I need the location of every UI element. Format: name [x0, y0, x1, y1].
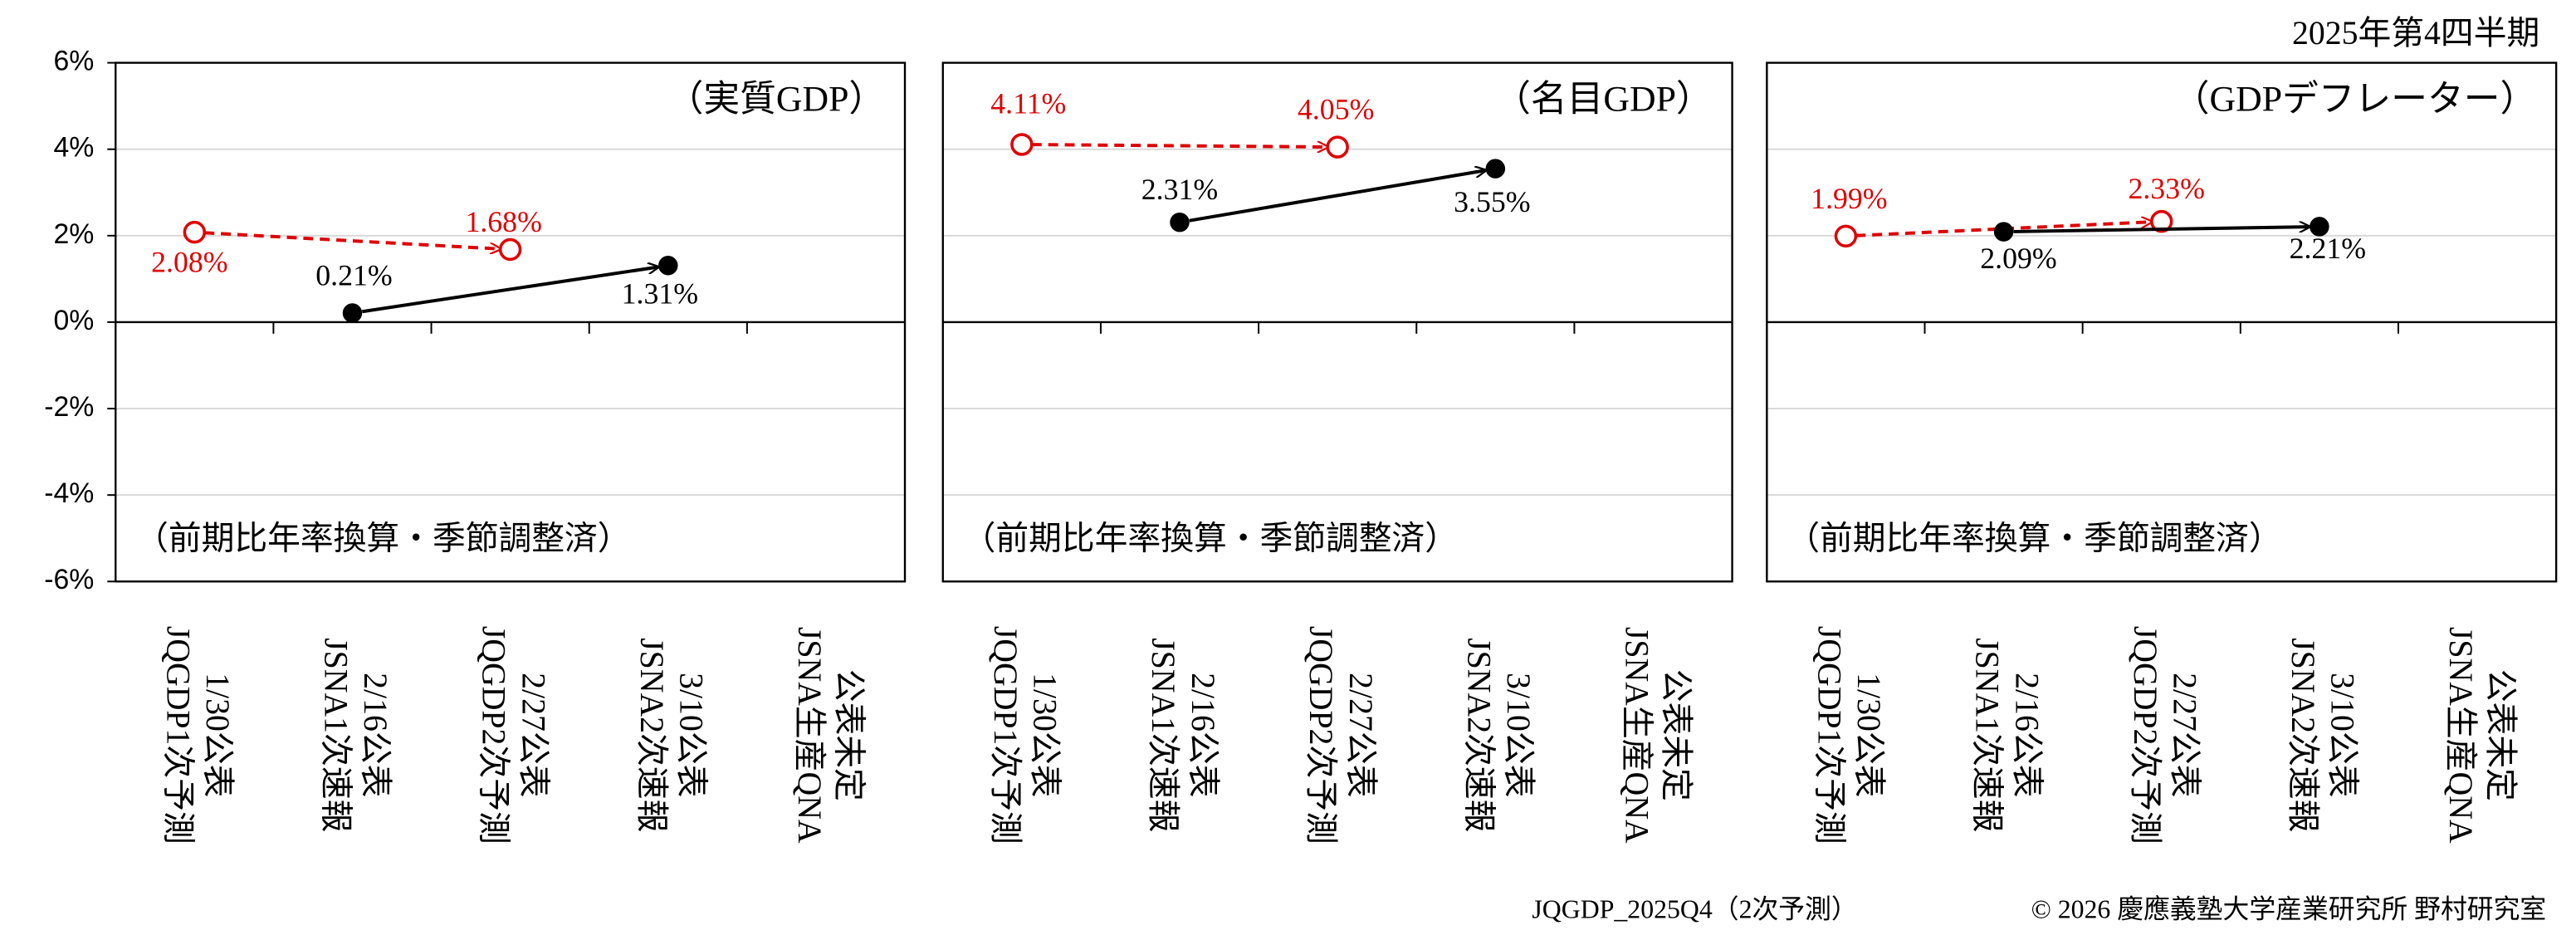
data-label: 1.99%	[1811, 182, 1887, 215]
x-tick-label: 2/16公表	[1185, 673, 1221, 797]
series-line	[361, 267, 658, 314]
y-tick-label: -2%	[44, 391, 94, 423]
data-point	[658, 256, 678, 276]
data-point	[342, 303, 363, 323]
data-label: 2.33%	[2128, 172, 2204, 205]
x-tick-label: 1/30公表	[1850, 673, 1887, 797]
data-label: 2.31%	[1141, 173, 1218, 206]
data-label: 1.31%	[622, 277, 698, 311]
panel-title: （名目GDP）	[1494, 79, 1713, 119]
panel-title: （GDPデフレーター）	[2173, 79, 2536, 119]
x-tick-label: JQGDP1次予測	[159, 626, 196, 844]
x-tick-label: 公表未定	[2482, 669, 2519, 801]
x-tick-label: JSNA生産QNA	[2442, 627, 2479, 844]
data-point	[1170, 212, 1190, 233]
y-tick-label: 6%	[54, 46, 95, 77]
x-tick-label: 公表未定	[1658, 669, 1694, 801]
x-tick-label: JQGDP2次予測	[1303, 626, 1339, 844]
x-tick-label: JQGDP2次予測	[2127, 626, 2163, 844]
data-label: 1.68%	[465, 205, 541, 238]
x-tick-label: JSNA2次速報	[1460, 638, 1497, 832]
y-tick-label: 0%	[54, 305, 95, 336]
y-tick-label: 2%	[54, 218, 95, 250]
x-tick-label: JSNA2次速報	[2285, 638, 2321, 832]
x-tick-label: 2/27公表	[515, 673, 551, 797]
data-point	[1485, 159, 1506, 179]
x-tick-label: JSNA1次速報	[317, 638, 354, 832]
x-tick-label: JQGDP1次予測	[1811, 626, 1847, 844]
data-label: 2.08%	[151, 246, 227, 279]
data-label: 2.21%	[2290, 232, 2366, 265]
x-tick-label: JSNA1次速報	[1145, 638, 1181, 832]
x-tick-label: 2/27公表	[1342, 673, 1379, 797]
plot-frame	[1766, 61, 2558, 583]
series-line	[2013, 227, 2310, 233]
data-point	[2310, 217, 2329, 237]
y-tick-label: -6%	[44, 564, 94, 595]
footer-right: © 2026 慶應義塾大学産業研究所 野村研究室	[2031, 894, 2547, 923]
data-point	[1993, 222, 2014, 242]
x-tick-label: 公表未定	[831, 669, 868, 801]
x-tick-label: 1/30公表	[199, 673, 236, 797]
series-line	[1189, 170, 1486, 223]
x-tick-label: 2/16公表	[357, 673, 393, 797]
data-point	[1010, 133, 1034, 156]
data-point	[183, 220, 207, 244]
series-line	[1031, 144, 1327, 147]
x-tick-label: 3/10公表	[1500, 673, 1537, 797]
x-tick-label: JQGDP1次予測	[987, 626, 1024, 844]
x-tick-label: 2/27公表	[2166, 673, 2202, 797]
panel-note: （前期比年率換算・季節調整済）	[135, 521, 630, 557]
y-tick-label: -4%	[44, 477, 94, 509]
data-point	[1834, 224, 1858, 248]
data-label: 4.11%	[990, 86, 1066, 120]
x-tick-label: JSNA生産QNA	[1618, 627, 1655, 844]
x-tick-label: JSNA1次速報	[1969, 638, 2006, 832]
panel-note: （前期比年率換算・季節調整済）	[1787, 521, 2281, 557]
data-point	[2150, 209, 2173, 233]
panel-title: （実質GDP）	[667, 79, 886, 119]
x-tick-label: JQGDP2次予測	[476, 626, 512, 844]
x-tick-label: JSNA2次速報	[633, 638, 670, 832]
x-tick-label: 3/10公表	[673, 673, 710, 797]
footer-left: JQGDP_2025Q4（2次予測）	[1532, 894, 1857, 923]
x-tick-label: 3/10公表	[2324, 673, 2361, 797]
data-point	[1326, 135, 1349, 159]
period-label: 2025年第4四半期	[2292, 15, 2539, 51]
plot-frame	[115, 61, 907, 583]
plot-frame	[941, 61, 1733, 583]
y-tick-label: 4%	[54, 132, 95, 164]
x-tick-label: 1/30公表	[1027, 673, 1063, 797]
data-point	[498, 237, 522, 262]
data-label: 4.05%	[1298, 93, 1374, 126]
data-label: 2.09%	[1980, 242, 2056, 275]
x-tick-label: 2/16公表	[2008, 673, 2045, 797]
x-tick-label: JSNA生産QNA	[791, 627, 828, 844]
panel-note: （前期比年率換算・季節調整済）	[963, 521, 1458, 557]
data-label: 0.21%	[315, 258, 392, 291]
data-label: 3.55%	[1454, 185, 1530, 218]
